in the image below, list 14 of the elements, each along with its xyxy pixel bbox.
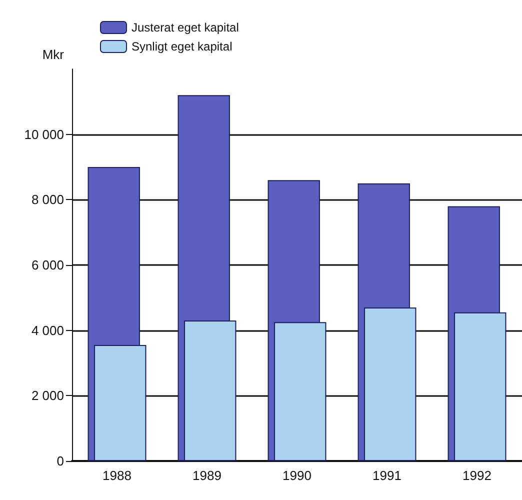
y-tick-label: 8 000	[31, 192, 64, 208]
legend-label: Synligt eget kapital	[132, 40, 232, 54]
y-tick-label: 0	[56, 454, 64, 468]
y-tick-label: 4 000	[31, 322, 64, 338]
y-tick-label: 2 000	[31, 388, 64, 404]
y-tick-label: 10 000	[24, 126, 64, 142]
y-tick-label: 6 000	[31, 258, 64, 272]
legend-label: Justerat eget kapital	[132, 20, 239, 34]
y-axis-title: Mkr	[42, 47, 65, 62]
x-tick-label: 1992	[462, 468, 492, 483]
x-tick-label: 1989	[192, 468, 222, 483]
x-tick-label: 1988	[102, 468, 132, 483]
x-tick-label: 1991	[372, 468, 402, 483]
x-tick-label: 1990	[282, 468, 312, 483]
